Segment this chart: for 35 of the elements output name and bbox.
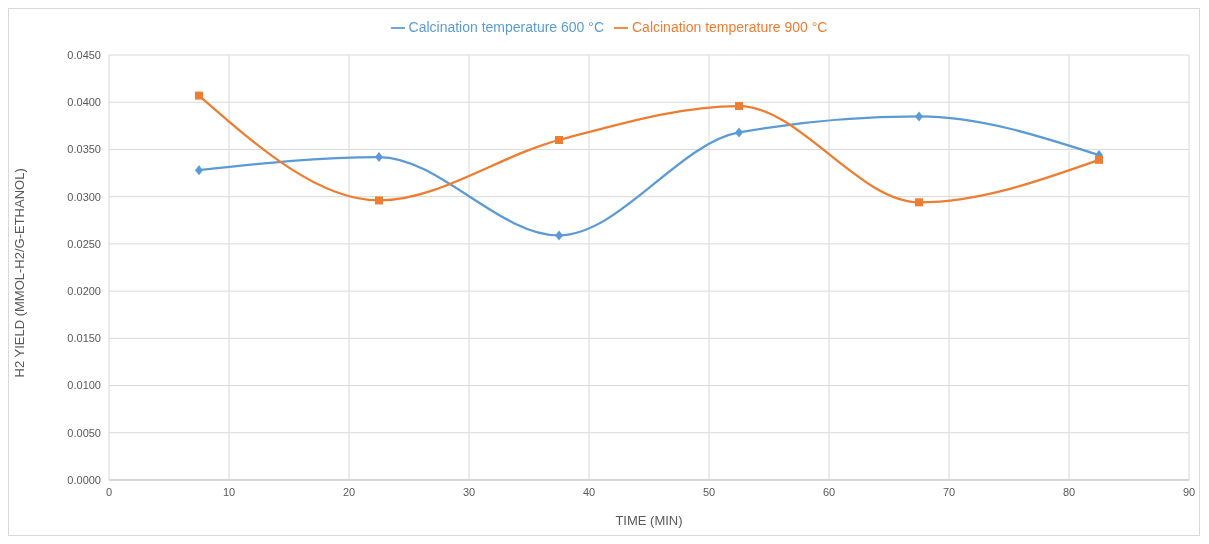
x-tick-label: 90: [1182, 485, 1196, 498]
point: [1095, 155, 1103, 164]
point: [375, 152, 383, 162]
point: [375, 196, 383, 205]
y-tick-label: 0.0200: [67, 285, 101, 298]
x-tick-label: 40: [582, 485, 596, 498]
x-tick-label: 50: [702, 485, 716, 498]
x-tick-label: 30: [462, 485, 476, 498]
x-tick-label: 0: [105, 485, 113, 498]
point: [915, 111, 923, 122]
x-axis-title: TIME (MIN): [615, 513, 683, 528]
y-tick-label: 0.0300: [67, 190, 101, 203]
y-tick-label: 0.0000: [67, 473, 101, 486]
point: [735, 127, 743, 138]
y-tick-label: 0.0400: [67, 96, 101, 109]
y-tick-label: 0.0150: [67, 332, 101, 345]
y-tick-label: 0.0050: [67, 426, 101, 439]
y-tick-label: 0.0450: [67, 48, 101, 61]
point: [555, 230, 563, 241]
x-tick-label: 60: [822, 485, 836, 498]
x-tick-label: 70: [942, 485, 956, 498]
point: [735, 102, 743, 110]
point: [195, 91, 203, 100]
point: [555, 136, 563, 144]
x-tick-label: 10: [222, 485, 236, 498]
x-tick-label: 80: [1062, 485, 1076, 498]
y-axis-title: H2 YIELD (MMOL-H2/G-ETHANOL): [11, 168, 27, 378]
point: [195, 165, 203, 176]
x-tick-label: 20: [342, 485, 356, 498]
y-tick-label: 0.0250: [67, 237, 101, 250]
y-tick-label: 0.0100: [67, 379, 101, 392]
legend-label: Calcination temperature 900 °C: [632, 19, 828, 35]
legend-label: Calcination temperature 600 °C: [408, 19, 604, 35]
point: [915, 198, 923, 207]
y-tick-label: 0.0350: [67, 143, 101, 156]
